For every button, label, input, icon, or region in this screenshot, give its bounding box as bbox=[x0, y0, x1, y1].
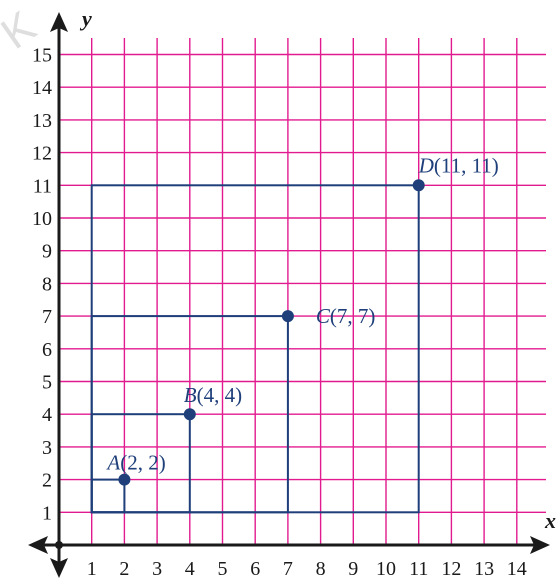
square-outline bbox=[90, 184, 420, 514]
y-tick-label: 8 bbox=[42, 273, 52, 295]
point-c bbox=[281, 310, 294, 323]
y-tick-label: 15 bbox=[32, 45, 52, 67]
point-coords: (2, 2) bbox=[120, 451, 165, 475]
x-tick-label: 12 bbox=[441, 558, 461, 578]
x-tick-label: 10 bbox=[376, 558, 396, 578]
point-label-c: C(7, 7) bbox=[316, 304, 376, 328]
y-tick-label: 5 bbox=[42, 372, 52, 394]
point-coords: (7, 7) bbox=[330, 304, 376, 328]
y-axis-label: y bbox=[79, 6, 92, 31]
x-tick-label: 14 bbox=[507, 558, 527, 578]
point-letter: A bbox=[105, 451, 120, 475]
x-tick-label: 7 bbox=[283, 558, 293, 578]
square-outline bbox=[90, 478, 126, 514]
x-tick-label: 9 bbox=[348, 558, 358, 578]
x-tick-label: 4 bbox=[185, 558, 195, 578]
x-axis-right-arrow bbox=[530, 536, 550, 554]
origin-dot bbox=[55, 541, 63, 549]
point-coords: (4, 4) bbox=[197, 383, 243, 407]
point-letter: D bbox=[418, 153, 434, 177]
x-tick-label: 5 bbox=[218, 558, 228, 578]
points: A(2, 2) B(4, 4) C(7, 7) D(11, 11) bbox=[105, 153, 499, 486]
x-axis-label: x bbox=[544, 508, 556, 533]
y-tick-label: 12 bbox=[32, 143, 52, 165]
y-tick-label: 1 bbox=[42, 502, 52, 524]
y-tick-label: 13 bbox=[32, 110, 52, 132]
y-tick-label: 11 bbox=[33, 175, 52, 197]
x-tick-label: 3 bbox=[152, 558, 162, 578]
y-tick-label: 3 bbox=[42, 437, 52, 459]
point-d bbox=[412, 179, 425, 192]
x-axis-left-arrow bbox=[28, 536, 48, 554]
x-tick-label: 1 bbox=[87, 558, 97, 578]
y-axis-up-arrow bbox=[50, 12, 68, 32]
y-axis-down-arrow bbox=[50, 558, 68, 578]
point-a bbox=[118, 473, 131, 486]
x-tick-label: 11 bbox=[409, 558, 428, 578]
point-label-a: A(2, 2) bbox=[105, 451, 165, 475]
y-tick-label: 6 bbox=[42, 339, 52, 361]
y-tick-label: 10 bbox=[32, 208, 52, 230]
y-tick-label: 7 bbox=[42, 306, 52, 328]
point-label-d: D(11, 11) bbox=[418, 153, 499, 177]
x-tick-label: 13 bbox=[474, 558, 494, 578]
x-tick-label: 8 bbox=[316, 558, 326, 578]
point-letter: B bbox=[184, 383, 197, 407]
point-b bbox=[183, 408, 196, 421]
point-coords: (11, 11) bbox=[434, 153, 499, 177]
y-tick-label: 9 bbox=[42, 241, 52, 263]
x-tick-label: 6 bbox=[250, 558, 260, 578]
nested-squares bbox=[90, 184, 420, 514]
x-tick-label: 2 bbox=[119, 558, 129, 578]
point-label-b: B(4, 4) bbox=[184, 383, 242, 407]
axes bbox=[28, 12, 550, 578]
y-tick-label: 14 bbox=[32, 77, 52, 99]
x-tick-labels: 1 2 3 4 5 6 7 8 9 10 11 12 13 14 bbox=[87, 558, 527, 578]
y-tick-label: 4 bbox=[42, 404, 52, 426]
y-tick-label: 2 bbox=[42, 470, 52, 492]
point-letter: C bbox=[316, 304, 331, 328]
